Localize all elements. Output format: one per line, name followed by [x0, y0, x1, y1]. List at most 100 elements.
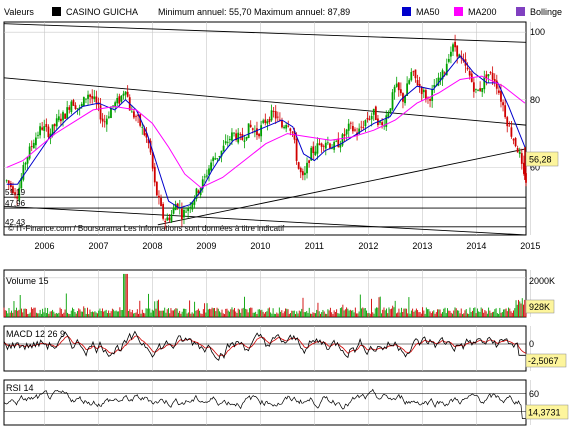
candle-body	[443, 72, 446, 74]
x-tick-label: 2015	[520, 241, 540, 251]
volume-bar	[493, 311, 495, 317]
volume-bar	[29, 312, 31, 317]
volume-bar	[315, 313, 316, 317]
volume-bar	[352, 310, 354, 317]
volume-bar	[145, 308, 147, 317]
volume-bar	[256, 313, 258, 317]
volume-bar	[404, 308, 406, 317]
volume-bar	[373, 313, 375, 317]
volume-bar	[395, 313, 397, 317]
volume-bar	[126, 273, 128, 317]
volume-bar	[495, 308, 497, 317]
candle-body	[370, 115, 373, 120]
candle-body	[379, 121, 381, 123]
volume-bar	[221, 309, 223, 317]
volume-bar	[518, 299, 519, 317]
volume-bar	[394, 300, 396, 317]
volume-bar	[28, 313, 30, 317]
candle-body	[193, 198, 196, 205]
candle-body	[266, 121, 269, 124]
candle-body	[468, 70, 471, 76]
candle-body	[414, 69, 417, 79]
volume-bar	[364, 308, 366, 317]
legend-ma200: MA200	[468, 7, 497, 17]
candle-body	[391, 92, 394, 110]
rsi-panel: RSI 14 60 14,3731	[3, 379, 569, 426]
candle-body	[412, 71, 415, 73]
volume-bar	[77, 311, 78, 317]
volume-bar	[398, 308, 400, 317]
volume-bar	[58, 312, 60, 317]
volume-bar	[34, 307, 36, 317]
volume-bar	[22, 312, 24, 317]
candle-body	[82, 97, 85, 107]
volume-bar	[40, 313, 42, 317]
candle-body	[324, 142, 327, 149]
candle-body	[155, 181, 158, 196]
volume-bar	[439, 309, 441, 317]
volume-bar	[298, 310, 300, 317]
volume-bar	[478, 311, 480, 317]
candle-body	[354, 129, 356, 131]
volume-bar	[280, 311, 282, 317]
candle-body	[274, 111, 277, 119]
volume-bar	[212, 308, 214, 317]
volume-title: Volume 15	[6, 276, 49, 286]
volume-bar	[435, 312, 437, 317]
volume-bar	[412, 308, 414, 317]
candle-body	[329, 143, 331, 149]
candle-body	[216, 158, 219, 160]
x-tick-label: 2014	[466, 241, 486, 251]
candle-body	[251, 128, 254, 130]
candle-body	[233, 132, 235, 134]
rsi-grid	[4, 380, 531, 425]
volume-bar	[235, 311, 237, 317]
candle-body	[345, 129, 348, 135]
x-axis: 2006 2007 2008 2009 2010 2011 2012 2013 2014 2015	[34, 241, 540, 251]
candle-body	[243, 140, 246, 142]
volume-bar	[397, 312, 399, 317]
legend-bollinger: Bollinge	[530, 7, 562, 17]
volume-bar	[323, 311, 325, 317]
volume-bar	[374, 308, 376, 317]
x-tick-label: 2007	[88, 241, 108, 251]
candle-body	[256, 128, 258, 135]
last-price-box	[525, 151, 559, 167]
volume-bar	[336, 309, 338, 317]
candle-body	[320, 143, 323, 147]
candle-body	[291, 131, 294, 133]
candle-body	[260, 125, 263, 137]
candle-body	[343, 134, 346, 136]
volume-bar	[319, 313, 321, 317]
volume-bar	[159, 310, 161, 317]
candle-body	[322, 145, 325, 147]
volume-bar	[129, 309, 131, 317]
volume-bar	[135, 312, 137, 317]
candle-body	[137, 114, 139, 116]
candle-body	[245, 136, 248, 140]
volume-bar	[457, 310, 458, 317]
candle-body	[145, 132, 148, 138]
candle-body	[24, 162, 27, 165]
volume-bar	[504, 309, 506, 317]
legend-ma50: MA50	[416, 7, 440, 17]
candle-body	[393, 86, 396, 93]
volume-bar	[514, 308, 516, 317]
y-tick-label: 100	[530, 27, 545, 37]
volume-bar	[303, 312, 305, 317]
volume-bar	[114, 311, 116, 317]
volume-bar	[175, 308, 177, 317]
price-grid	[4, 22, 531, 235]
volume-bar	[63, 312, 65, 317]
volume-bar	[136, 309, 138, 317]
volume-bar	[466, 313, 468, 317]
candle-body	[168, 217, 171, 221]
volume-bar	[12, 312, 14, 317]
volume-bar	[521, 298, 523, 317]
volume-bar	[515, 300, 517, 317]
annual-min-max: Minimum annuel: 55,70 Maximum annuel: 87…	[158, 7, 350, 17]
volume-bar	[393, 307, 395, 317]
volume-bar	[265, 311, 267, 317]
candle-body	[510, 127, 513, 137]
volume-bar	[413, 311, 415, 317]
